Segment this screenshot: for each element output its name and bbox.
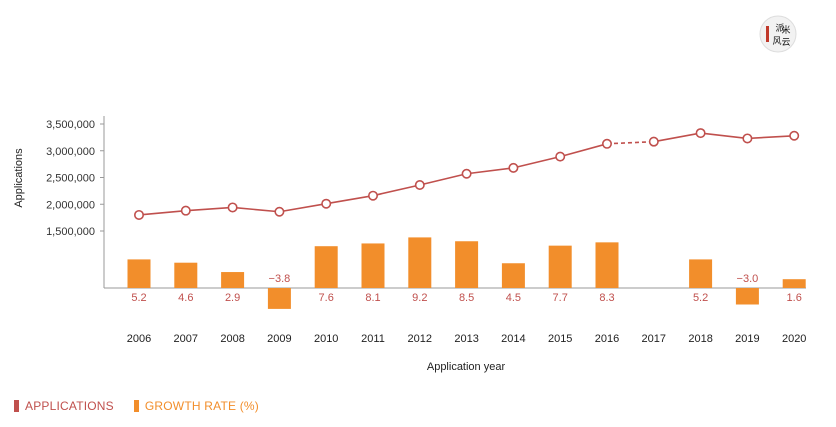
y-tick-label: 3,500,000 xyxy=(46,119,95,131)
applications-line-segment xyxy=(372,184,420,197)
x-tick-label: 2008 xyxy=(220,333,244,345)
legend-item-applications: APPLICATIONS xyxy=(14,399,114,413)
applications-line-segment xyxy=(466,167,514,175)
y-tick-label: 3,000,000 xyxy=(46,146,95,158)
x-axis-title: Application year xyxy=(427,361,506,373)
growth-bar xyxy=(361,243,385,288)
applications-point xyxy=(789,130,800,141)
growth-bar xyxy=(735,288,759,305)
applications-point xyxy=(321,198,332,209)
applications-point xyxy=(508,162,519,173)
y-tick-label: 1,500,000 xyxy=(46,226,95,238)
growth-bar xyxy=(267,288,291,309)
svg-text:风: 风 xyxy=(772,36,781,47)
svg-text:派: 派 xyxy=(775,23,784,34)
applications-line-segment xyxy=(232,206,280,213)
applications-point xyxy=(414,179,425,190)
bar-value-label: 8.1 xyxy=(365,292,380,304)
y-axis: 1,500,000 2,000,000 2,500,000 3,000,000 3,50… xyxy=(46,116,105,288)
applications-point xyxy=(601,138,612,149)
bar-value-label: 7.6 xyxy=(319,292,334,304)
legend-swatch-applications xyxy=(14,400,19,412)
applications-line-segment xyxy=(653,132,701,143)
x-tick-label: 2014 xyxy=(501,333,525,345)
bar-value-label: 4.5 xyxy=(506,292,521,304)
applications-line-segment xyxy=(138,209,186,216)
x-tick-label: 2019 xyxy=(735,333,759,345)
applications-point xyxy=(134,209,145,220)
x-tick-label: 2017 xyxy=(642,333,666,345)
applications-line-segment xyxy=(513,155,561,169)
applications-line-segment xyxy=(559,143,608,158)
growth-bar xyxy=(548,245,572,288)
applications-line-segment xyxy=(419,172,467,186)
applications-line xyxy=(134,128,800,220)
bar-value-label: 1.6 xyxy=(787,292,802,304)
x-tick-label: 2018 xyxy=(688,333,712,345)
svg-text:云: 云 xyxy=(781,38,790,48)
applications-point xyxy=(180,205,191,216)
growth-bar xyxy=(408,237,432,288)
applications-point xyxy=(227,202,238,213)
bar-value-label: 8.3 xyxy=(599,292,614,304)
applications-line-segment xyxy=(700,132,748,140)
applications-point xyxy=(742,133,753,144)
applications-point xyxy=(461,168,472,179)
x-tick-label: 2010 xyxy=(314,333,338,345)
growth-bar xyxy=(595,242,619,288)
x-axis: 2006 2007 2008 2009 2010 2011 2012 2013 2014 2015… xyxy=(104,287,806,345)
growth-bar xyxy=(127,259,151,288)
bar-value-label: 5.2 xyxy=(693,292,708,304)
applications-point xyxy=(648,136,659,147)
legend: APPLICATIONS GROWTH RATE (%) xyxy=(14,399,279,413)
growth-bar xyxy=(501,263,525,288)
legend-swatch-growth xyxy=(133,400,139,412)
x-tick-label: 2006 xyxy=(127,333,151,345)
applications-line-segment xyxy=(185,206,233,212)
growth-bar xyxy=(314,246,338,288)
bar-value-label: 8.5 xyxy=(459,292,474,304)
x-tick-label: 2009 xyxy=(267,333,291,345)
legend-label-growth: GROWTH RATE (%) xyxy=(144,399,259,413)
svg-text:米: 米 xyxy=(781,24,790,36)
seal-logo-icon: 派 米 风 云 xyxy=(758,14,798,54)
applications-point xyxy=(274,206,285,217)
applications-point xyxy=(367,190,378,201)
growth-bar xyxy=(455,241,479,288)
y-tick-label: 2,500,000 xyxy=(46,173,95,185)
legend-item-growth: GROWTH RATE (%) xyxy=(133,399,259,413)
x-tick-label: 2015 xyxy=(548,333,572,345)
x-tick-label: 2012 xyxy=(408,333,432,345)
applications-line-segment xyxy=(747,134,795,140)
applications-line-segment xyxy=(326,194,374,205)
bar-value-label: 5.2 xyxy=(131,292,146,304)
growth-bars: 5.2 4.6 2.9 −3.8 7.6 8.1 9.2 8.5 4.5 7.7 8.3 5.2 −3.… xyxy=(127,237,806,309)
bar-value-label: 7.7 xyxy=(553,292,568,304)
y-tick-label: 2,000,000 xyxy=(46,199,95,211)
x-tick-label: 2016 xyxy=(595,333,619,345)
bar-value-label: 9.2 xyxy=(412,292,427,304)
growth-bar xyxy=(174,262,198,288)
bar-value-label: 2.9 xyxy=(225,292,240,304)
growth-bar xyxy=(221,272,245,288)
bar-value-label: −3.0 xyxy=(737,273,759,285)
applications-point xyxy=(695,128,706,139)
bar-value-label: −3.8 xyxy=(269,273,291,285)
growth-bar xyxy=(689,259,713,288)
x-tick-label: 2007 xyxy=(174,333,198,345)
applications-point xyxy=(555,151,566,162)
x-tick-label: 2013 xyxy=(454,333,478,345)
applications-line-segment xyxy=(606,140,654,145)
y-axis-title: Applications xyxy=(13,148,25,208)
x-tick-label: 2020 xyxy=(782,333,806,345)
applications-line-segment xyxy=(279,202,327,213)
x-tick-label: 2011 xyxy=(361,333,385,345)
legend-label-applications: APPLICATIONS xyxy=(25,399,114,413)
bar-value-label: 4.6 xyxy=(178,292,193,304)
growth-bar xyxy=(782,279,806,288)
